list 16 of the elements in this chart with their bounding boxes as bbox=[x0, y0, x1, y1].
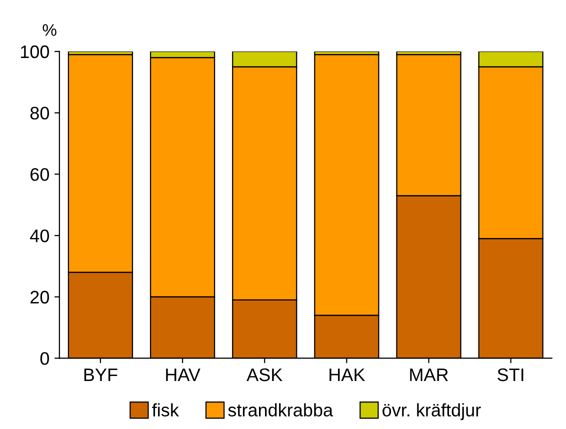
x-tick-label: HAV bbox=[166, 368, 200, 382]
y-tick-label: 40 bbox=[30, 229, 50, 242]
y-tick-label: 60 bbox=[30, 168, 50, 181]
x-tick-label: ASK bbox=[246, 368, 282, 382]
y-axis-title: % bbox=[42, 24, 56, 36]
y-tick-label: 0 bbox=[40, 352, 49, 365]
x-tick-label: MAR bbox=[410, 368, 448, 382]
y-tick-label: 20 bbox=[30, 290, 50, 304]
x-tick-label: BYF bbox=[84, 368, 118, 382]
x-tick-label: HAK bbox=[330, 368, 366, 382]
legend-label: övr. kräftdjur bbox=[382, 403, 481, 420]
x-tick-label: STI bbox=[498, 368, 524, 382]
legend-label: strandkrabba bbox=[228, 403, 334, 417]
y-tick-label: 80 bbox=[30, 106, 50, 120]
y-tick-label: 100 bbox=[20, 45, 50, 58]
legend-label: fisk bbox=[152, 403, 179, 417]
